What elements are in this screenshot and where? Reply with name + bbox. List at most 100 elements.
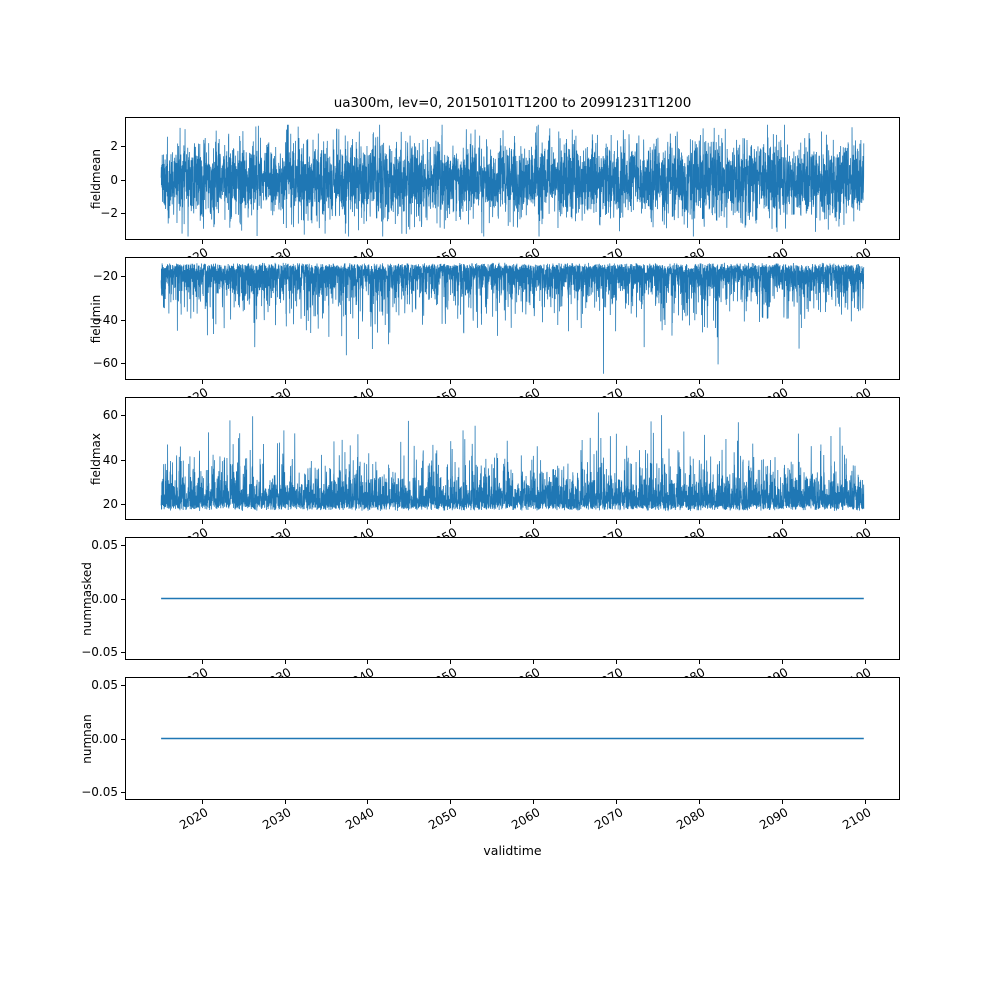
x-tick-mark	[699, 800, 700, 804]
x-tick-mark	[616, 660, 618, 664]
y-tick-mark	[121, 598, 125, 600]
y-tick-mark	[121, 545, 125, 546]
x-tick-mark	[450, 380, 452, 384]
x-tick-label: 2040	[342, 805, 377, 833]
y-tick-label: 0.05	[91, 678, 118, 692]
x-tick-mark	[616, 380, 618, 384]
x-tick-mark	[864, 800, 866, 804]
y-tick-mark	[121, 459, 125, 461]
x-tick-mark	[533, 240, 535, 244]
y-tick-mark	[121, 319, 125, 321]
fieldmin-line-chart	[160, 262, 865, 374]
x-tick-mark	[201, 800, 203, 804]
x-tick-mark	[201, 660, 203, 664]
numnan-line-chart	[161, 737, 864, 740]
axes-fieldmin	[125, 257, 900, 380]
chart-title: ua300m, lev=0, 20150101T1200 to 20991231…	[333, 95, 692, 111]
y-tick-label: −2	[100, 206, 118, 221]
x-tick-mark	[284, 520, 286, 524]
y-tick-mark	[121, 213, 125, 215]
y-tick-label: −60	[92, 355, 118, 370]
y-tick-mark	[121, 179, 125, 181]
x-tick-mark	[533, 520, 535, 524]
y-tick-mark	[121, 504, 125, 506]
y-tick-label: −20	[92, 269, 118, 284]
fieldmax-line-chart	[160, 412, 865, 512]
x-tick-label: 2060	[508, 805, 543, 833]
fieldmax-series-line	[160, 412, 865, 512]
y-tick-mark	[121, 414, 125, 416]
x-tick-mark	[616, 800, 618, 804]
x-tick-mark	[284, 380, 286, 384]
y-tick-mark	[121, 792, 125, 793]
x-tick-mark	[533, 380, 535, 384]
x-tick-label: 2100	[840, 805, 874, 833]
y-tick-label: −0.05	[81, 785, 118, 799]
y-tick-mark	[121, 362, 125, 364]
x-tick-mark	[864, 380, 866, 384]
x-tick-mark	[699, 240, 700, 244]
y-tick-label: 0.00	[91, 731, 118, 746]
x-tick-mark	[367, 380, 369, 384]
x-tick-mark	[450, 660, 452, 664]
y-tick-label: 40	[102, 452, 118, 467]
axes-fieldmax	[125, 397, 900, 520]
axes-fieldmean	[125, 117, 900, 240]
y-tick-label: 20	[102, 497, 118, 512]
y-tick-label: −0.05	[81, 645, 118, 659]
fieldmin-series-line	[160, 262, 865, 374]
x-tick-label: 2080	[674, 805, 708, 833]
x-tick-mark	[616, 520, 618, 524]
x-tick-mark	[201, 240, 203, 244]
x-tick-label: 2020	[177, 805, 211, 833]
fieldmean-series-line	[160, 124, 865, 237]
x-tick-mark	[533, 660, 535, 664]
x-tick-mark	[864, 520, 866, 524]
x-tick-mark	[781, 240, 783, 244]
x-tick-label: 2050	[425, 805, 460, 833]
fieldmean-line-chart	[160, 124, 865, 237]
x-tick-mark	[781, 380, 783, 384]
x-tick-mark	[450, 520, 452, 524]
x-tick-mark	[201, 380, 203, 384]
nummasked-line-chart	[161, 597, 864, 600]
y-tick-label: 0.00	[91, 591, 118, 606]
x-tick-mark	[699, 380, 700, 384]
y-tick-mark	[121, 652, 125, 653]
axes-nummasked	[125, 537, 900, 660]
y-tick-label: −40	[92, 312, 118, 327]
x-tick-mark	[284, 800, 286, 804]
x-tick-label: 2090	[757, 805, 791, 833]
x-tick-mark	[699, 660, 700, 664]
axes-numnan	[125, 677, 900, 800]
x-tick-mark	[864, 660, 866, 664]
x-tick-mark	[699, 520, 700, 524]
x-tick-mark	[284, 660, 286, 664]
y-tick-label: 0	[110, 172, 118, 187]
x-tick-mark	[533, 800, 535, 804]
x-tick-mark	[450, 800, 452, 804]
x-tick-mark	[284, 240, 286, 244]
y-tick-mark	[121, 738, 125, 740]
y-tick-label: 2	[110, 139, 118, 154]
x-tick-mark	[781, 800, 783, 804]
y-tick-label: 60	[102, 407, 118, 422]
x-tick-mark	[367, 800, 369, 804]
y-tick-mark	[121, 146, 125, 148]
x-tick-mark	[450, 240, 452, 244]
x-tick-mark	[781, 520, 783, 524]
x-tick-mark	[201, 520, 203, 524]
x-tick-mark	[367, 240, 369, 244]
x-tick-mark	[864, 240, 866, 244]
x-tick-label: 2030	[260, 805, 294, 833]
y-tick-label: 0.05	[91, 538, 118, 552]
x-tick-mark	[781, 660, 783, 664]
x-tick-mark	[616, 240, 618, 244]
x-tick-label: 2070	[591, 805, 626, 833]
x-tick-mark	[367, 660, 369, 664]
x-tick-mark	[367, 520, 369, 524]
y-tick-mark	[121, 276, 125, 278]
x-axis-label: validtime	[483, 843, 542, 858]
y-tick-mark	[121, 685, 125, 686]
